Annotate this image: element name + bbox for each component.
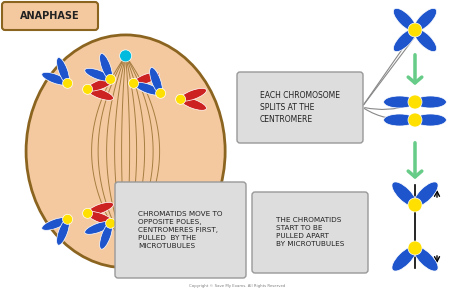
Ellipse shape [383, 114, 416, 126]
Text: ANAPHASE: ANAPHASE [20, 11, 80, 21]
Ellipse shape [56, 57, 69, 84]
Ellipse shape [100, 223, 112, 249]
Ellipse shape [393, 29, 416, 52]
Ellipse shape [26, 35, 225, 268]
Circle shape [155, 88, 165, 98]
Ellipse shape [133, 81, 159, 94]
Circle shape [408, 198, 422, 212]
Text: Copyright © Save My Exams. All Rights Reserved: Copyright © Save My Exams. All Rights Re… [189, 284, 285, 288]
Ellipse shape [414, 96, 447, 108]
Ellipse shape [85, 68, 111, 81]
Circle shape [128, 214, 138, 224]
Circle shape [63, 214, 73, 224]
Text: CHROMATIDS MOVE TO
OPPOSITE POLES,
CENTROMERES FIRST,
PULLED  BY THE
MICROTUBULE: CHROMATIDS MOVE TO OPPOSITE POLES, CENTR… [138, 211, 223, 249]
Ellipse shape [393, 8, 416, 31]
Circle shape [408, 95, 422, 109]
Circle shape [128, 78, 138, 88]
Circle shape [82, 84, 92, 94]
Ellipse shape [150, 209, 163, 235]
Circle shape [175, 94, 186, 104]
Ellipse shape [414, 247, 438, 271]
FancyBboxPatch shape [115, 182, 246, 278]
Circle shape [408, 23, 422, 37]
Circle shape [408, 241, 422, 255]
Ellipse shape [383, 96, 416, 108]
Ellipse shape [150, 68, 163, 94]
Ellipse shape [56, 219, 69, 245]
FancyBboxPatch shape [237, 72, 363, 143]
FancyBboxPatch shape [252, 192, 368, 273]
Circle shape [63, 78, 73, 88]
Ellipse shape [135, 207, 161, 220]
Ellipse shape [42, 72, 68, 85]
Ellipse shape [133, 218, 159, 230]
Ellipse shape [392, 182, 416, 206]
Ellipse shape [100, 54, 112, 80]
FancyBboxPatch shape [2, 2, 98, 30]
Ellipse shape [414, 114, 447, 126]
Ellipse shape [87, 78, 113, 91]
Ellipse shape [180, 97, 207, 110]
Ellipse shape [180, 192, 207, 205]
Circle shape [119, 50, 132, 62]
Circle shape [119, 241, 132, 253]
Text: EACH CHROMOSOME
SPLITS AT THE
CENTROMERE: EACH CHROMOSOME SPLITS AT THE CENTROMERE [260, 91, 340, 124]
Ellipse shape [180, 202, 207, 214]
Ellipse shape [180, 88, 207, 101]
Ellipse shape [87, 212, 113, 224]
Ellipse shape [392, 247, 416, 271]
Ellipse shape [414, 182, 438, 206]
Circle shape [408, 113, 422, 127]
Text: THE CHROMATIDS
START TO BE
PULLED APART
BY MICROTUBULES: THE CHROMATIDS START TO BE PULLED APART … [276, 217, 344, 248]
Circle shape [155, 204, 165, 214]
Ellipse shape [42, 218, 68, 230]
Ellipse shape [133, 72, 159, 85]
Circle shape [175, 198, 186, 208]
Ellipse shape [135, 82, 161, 95]
Ellipse shape [87, 88, 113, 100]
Ellipse shape [133, 208, 159, 221]
Circle shape [106, 74, 116, 84]
Ellipse shape [414, 8, 437, 31]
Ellipse shape [414, 29, 437, 52]
Ellipse shape [87, 202, 113, 215]
Ellipse shape [85, 221, 111, 234]
Circle shape [82, 208, 92, 218]
Circle shape [106, 218, 116, 228]
